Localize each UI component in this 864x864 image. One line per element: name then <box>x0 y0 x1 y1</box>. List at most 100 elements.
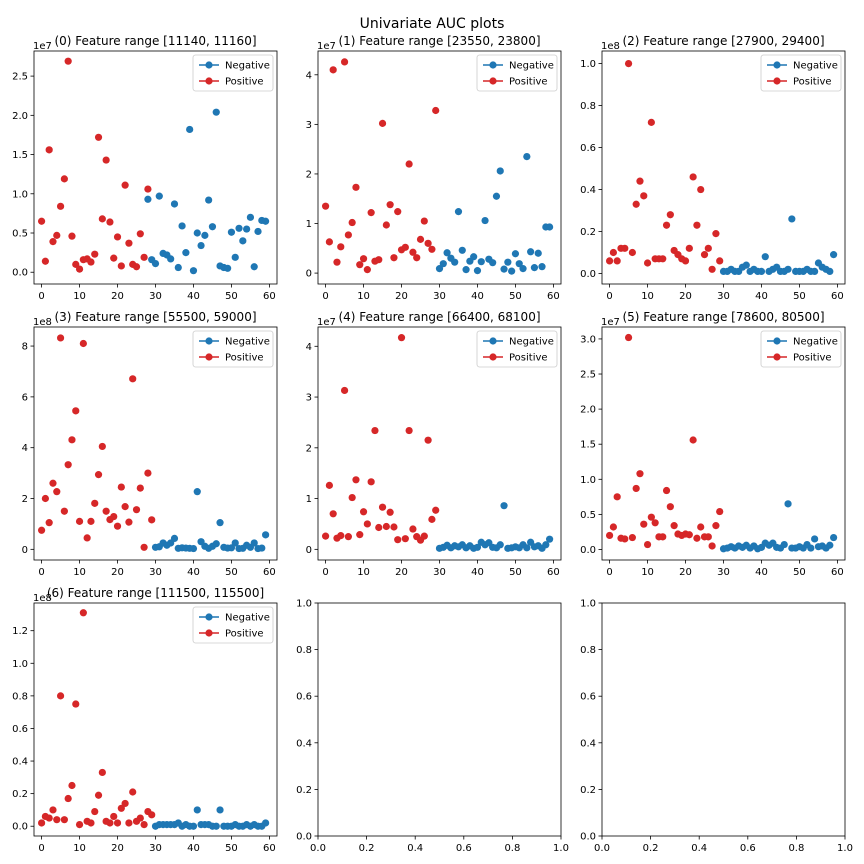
data-point <box>151 260 160 268</box>
y-tick-label: 1.5 <box>12 150 28 161</box>
legend-box <box>760 54 842 92</box>
legend-marker <box>205 61 213 69</box>
data-point <box>780 540 788 549</box>
data-point <box>37 819 46 827</box>
y-tick-label: 0.0 <box>12 822 28 833</box>
data-point <box>386 201 394 209</box>
data-point <box>68 781 76 790</box>
data-point <box>325 481 333 489</box>
data-point <box>144 469 152 477</box>
data-point <box>45 519 53 527</box>
data-point <box>60 816 68 824</box>
legend-marker <box>773 77 781 85</box>
data-point <box>651 519 659 527</box>
x-tick-label: 20 <box>395 291 408 302</box>
data-point <box>49 238 57 246</box>
legend-marker <box>489 353 497 361</box>
data-point <box>102 507 110 515</box>
y-tick-label: 0.0 <box>580 832 596 843</box>
series-positive <box>321 334 440 544</box>
data-point <box>481 216 489 225</box>
legend-label: Negative <box>509 337 554 348</box>
data-point <box>113 522 122 530</box>
data-point <box>420 217 428 225</box>
y-tick-label: 0.5 <box>12 229 28 240</box>
data-point <box>140 253 148 261</box>
data-point <box>37 526 46 534</box>
data-point <box>250 263 258 271</box>
data-point <box>212 540 220 548</box>
data-point <box>534 249 542 257</box>
data-point <box>530 264 539 272</box>
data-point <box>352 183 360 191</box>
data-point <box>496 167 504 175</box>
x-tick-label: 10 <box>641 291 654 302</box>
data-point <box>496 541 504 549</box>
data-point <box>784 500 792 508</box>
data-point <box>363 266 371 274</box>
subplot-2: (2) Feature range [27900, 29400] 0 10 20 30 4… <box>580 34 846 302</box>
y-tick-label: 0.2 <box>12 789 28 800</box>
subplot-0: (0) Feature range [11140, 11160] 0 10 20 30 4… <box>12 34 278 302</box>
data-point <box>788 215 796 223</box>
x-tick-label: 60 <box>263 567 276 578</box>
y-tick-label: 0.0 <box>296 832 312 843</box>
data-point <box>136 484 144 492</box>
data-point <box>685 531 693 539</box>
data-point <box>830 251 838 259</box>
y-tick-label: 0.6 <box>580 692 596 703</box>
data-point <box>262 531 270 539</box>
data-point <box>432 106 440 115</box>
data-point <box>193 806 201 814</box>
x-tick-label: 60 <box>263 291 276 302</box>
x-tick-label: 0.8 <box>504 843 520 854</box>
y-offset-label: 1e8 <box>33 593 52 604</box>
data-point <box>83 534 91 542</box>
data-point <box>106 819 114 827</box>
data-point <box>477 258 485 266</box>
data-point <box>60 507 68 515</box>
x-tick-label: 40 <box>187 843 200 854</box>
x-tick-label: 30 <box>433 567 446 578</box>
y-tick-label: 0.4 <box>12 757 28 768</box>
data-point <box>91 250 99 258</box>
series-negative <box>719 500 838 553</box>
data-point <box>489 259 497 267</box>
legend-label: Positive <box>225 77 264 88</box>
data-point <box>197 241 205 250</box>
data-point <box>640 520 648 528</box>
data-point <box>337 532 345 540</box>
data-point <box>75 820 84 829</box>
data-point <box>428 245 436 253</box>
subplot-7: 0.0 0.2 0.4 0.6 0.8 1.0 0.0 0.2 0.4 0.6 0.8 1.0 <box>296 599 569 855</box>
series-negative <box>151 806 270 830</box>
data-point <box>337 243 345 251</box>
data-point <box>216 519 224 527</box>
x-tick-label: 50 <box>793 567 806 578</box>
data-point <box>205 196 213 204</box>
data-point <box>640 192 648 200</box>
legend-label: Negative <box>225 613 270 624</box>
data-point <box>144 185 152 193</box>
x-tick-label: 40 <box>755 567 768 578</box>
data-point <box>500 265 508 273</box>
legend-marker <box>489 77 497 85</box>
x-tick-label: 40 <box>471 291 484 302</box>
data-point <box>98 215 106 223</box>
legend: Negative Positive <box>476 54 558 92</box>
y-tick-label: 0.4 <box>296 738 312 749</box>
data-point <box>401 535 409 543</box>
x-tick-label: 40 <box>755 291 768 302</box>
x-tick-label: 0 <box>606 291 612 302</box>
data-point <box>148 516 156 524</box>
data-point <box>394 208 402 216</box>
data-point <box>605 257 614 265</box>
x-tick-label: 60 <box>831 567 844 578</box>
series-positive <box>605 59 724 273</box>
data-point <box>367 209 375 217</box>
legend-marker <box>773 61 781 69</box>
data-point <box>102 156 110 164</box>
series-negative <box>719 215 838 276</box>
data-point <box>193 488 201 496</box>
subplot-1: (1) Feature range [23550, 23800]0 10 20 30 4… <box>306 34 562 302</box>
